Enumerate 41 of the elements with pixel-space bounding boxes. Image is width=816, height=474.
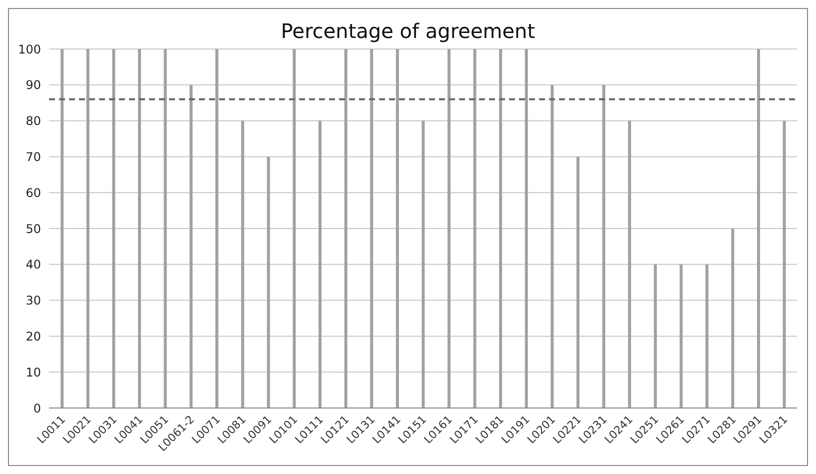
- y-tick-label: 100: [18, 42, 41, 56]
- bar: [112, 49, 116, 408]
- bar: [318, 120, 322, 408]
- bar: [473, 49, 476, 408]
- bar: [499, 49, 502, 408]
- bar: [86, 49, 90, 408]
- y-tick-label: 20: [26, 329, 41, 344]
- bar: [190, 84, 193, 408]
- y-tick-label: 90: [26, 78, 41, 92]
- bar: [576, 156, 580, 408]
- y-tick-label: 10: [26, 365, 41, 380]
- bar: [448, 49, 451, 408]
- bar: [705, 264, 708, 408]
- bar: [396, 49, 399, 408]
- y-tick-label: 30: [26, 294, 41, 308]
- bar: [782, 120, 786, 408]
- bar: [215, 49, 218, 408]
- bar: [602, 84, 606, 408]
- bar: [60, 49, 64, 408]
- bar: [550, 84, 554, 408]
- bar: [628, 120, 632, 408]
- bar: [731, 228, 734, 408]
- y-tick-label: 50: [26, 222, 41, 236]
- bar: [164, 49, 167, 408]
- bar: [344, 49, 348, 408]
- bar: [757, 49, 760, 408]
- y-tick-label: 60: [26, 186, 41, 200]
- bar: [266, 156, 270, 408]
- bar: [680, 264, 683, 408]
- bar: [292, 49, 296, 408]
- y-tick-label: 40: [26, 258, 41, 272]
- bar: [654, 264, 657, 408]
- bar: [524, 49, 528, 408]
- chart-title: Percentage of agreement: [280, 19, 536, 43]
- bar: [422, 120, 425, 408]
- bar: [241, 120, 244, 408]
- bar: [370, 49, 374, 408]
- y-tick-label: 70: [26, 150, 41, 164]
- y-tick-label: 0: [33, 401, 41, 416]
- y-tick-label: 80: [26, 114, 41, 128]
- bar: [138, 49, 141, 408]
